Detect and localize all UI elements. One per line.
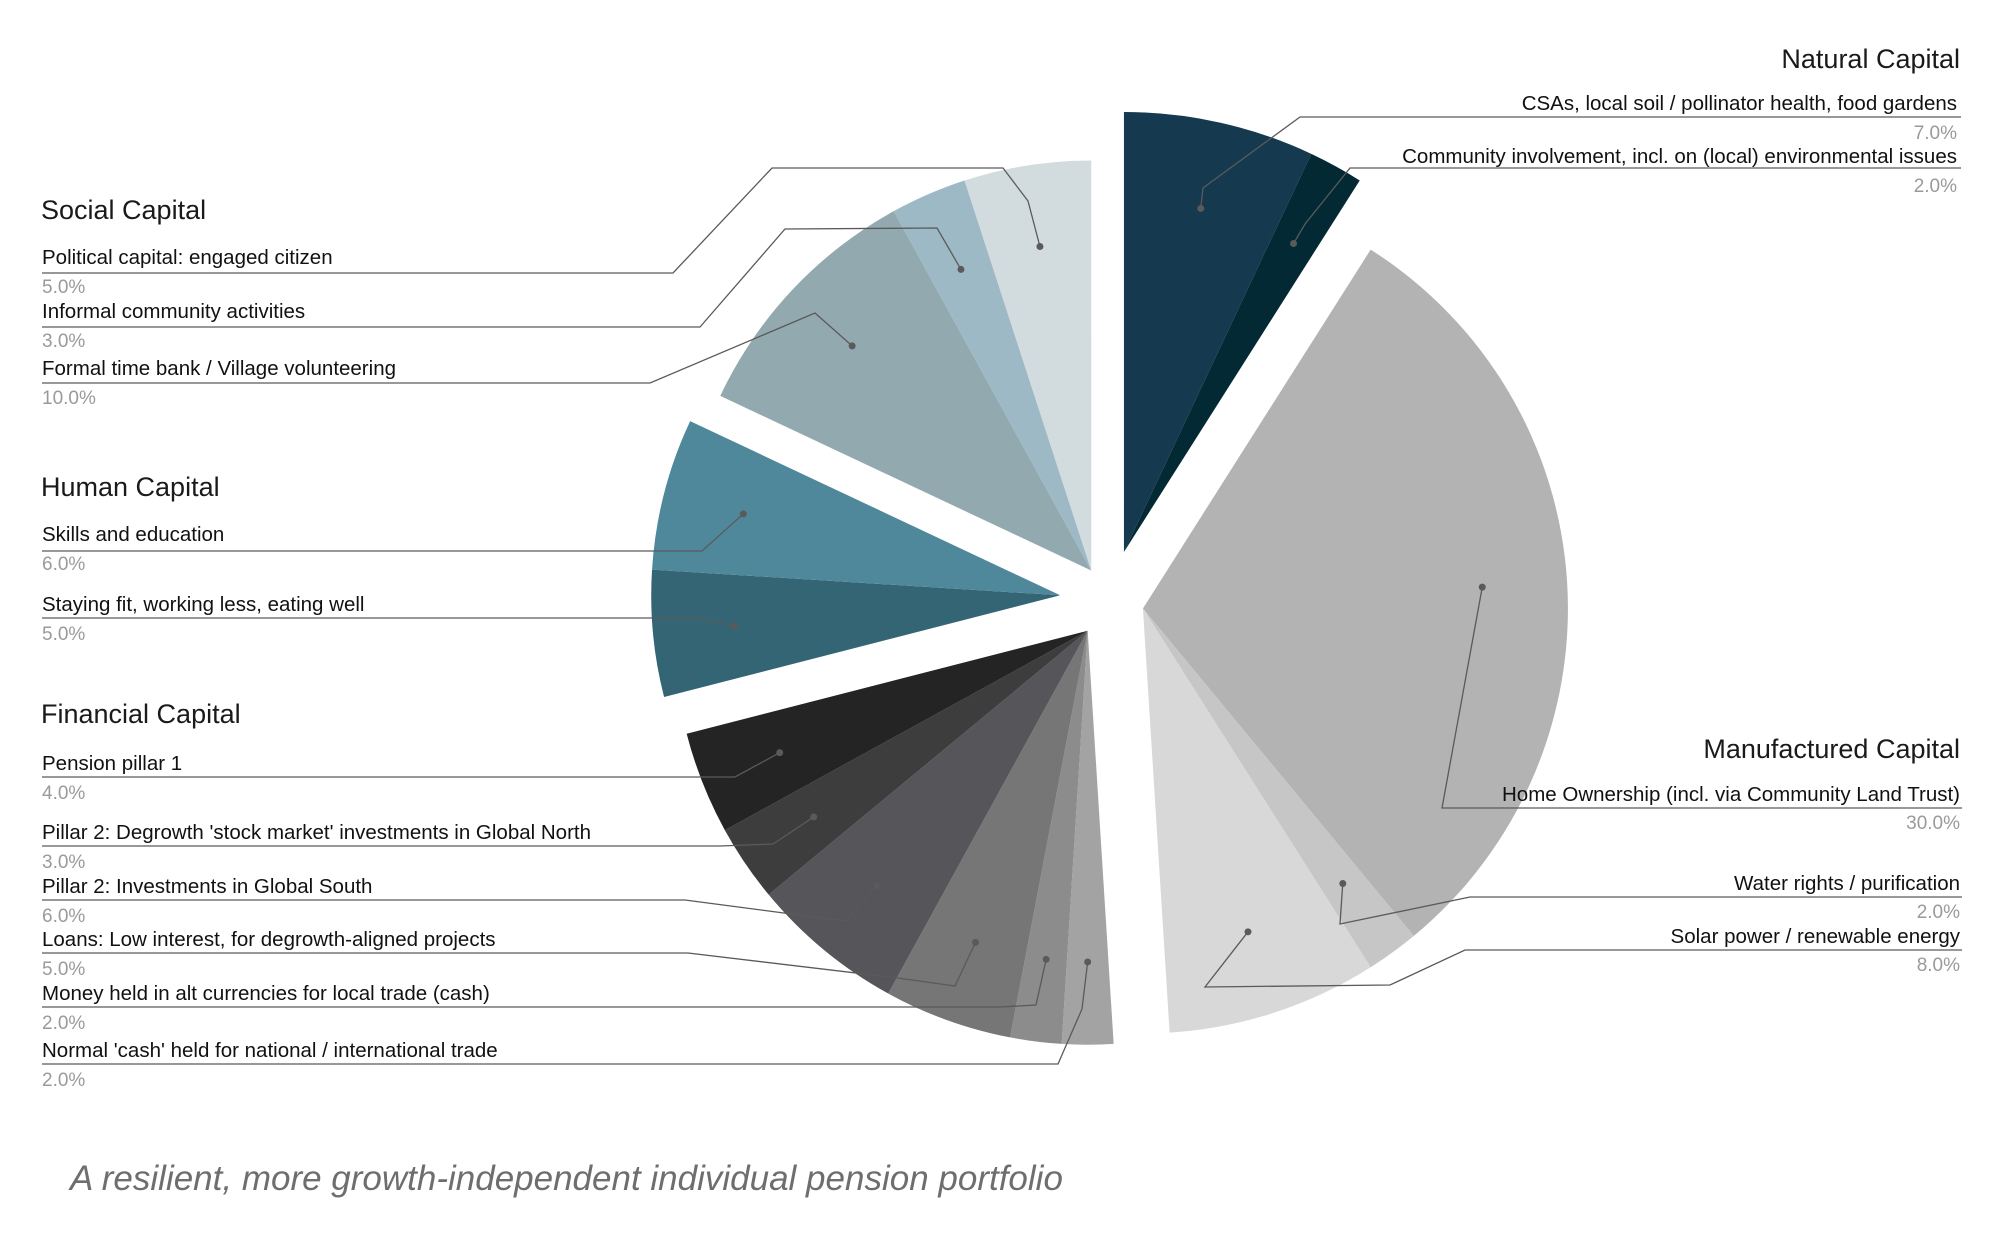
leader-line xyxy=(42,227,962,328)
slice-label-water-rights: Water rights / purification xyxy=(1734,872,1960,895)
pie-slice xyxy=(964,160,1092,571)
slice-label-solar-power: Solar power / renewable energy xyxy=(1671,925,1961,948)
leader-line xyxy=(1339,883,1962,925)
pie-slice xyxy=(768,630,1088,994)
group-title-financial-capital: Financial Capital xyxy=(41,699,241,729)
slice-label-pension-pillar-1: Pension pillar 1 xyxy=(42,752,182,775)
leader-dot xyxy=(739,510,747,518)
slice-value-solar-power: 8.0% xyxy=(1917,955,1960,976)
leader-line xyxy=(42,942,977,987)
slice-label-csas: CSAs, local soil / pollinator health, fo… xyxy=(1522,92,1957,115)
pie-slice xyxy=(1142,608,1414,968)
slice-label-pillar-2-global-south: Pillar 2: Investments in Global South xyxy=(42,875,372,898)
leader-line xyxy=(1200,116,1961,209)
group-title-manufactured-capital: Manufactured Capital xyxy=(1703,734,1960,764)
leader-line xyxy=(42,885,878,922)
pie-slice xyxy=(686,630,1088,831)
leader-line xyxy=(42,816,815,847)
slice-value-time-bank: 10.0% xyxy=(42,388,96,409)
leader-line xyxy=(1292,167,1961,244)
leader-dot xyxy=(971,938,979,946)
slice-label-normal-cash: Normal 'cash' held for national / intern… xyxy=(42,1039,498,1062)
pie-slice xyxy=(1123,153,1360,552)
leader-line xyxy=(42,752,781,778)
leader-dot xyxy=(1478,583,1486,591)
leader-dot xyxy=(957,265,965,273)
slice-value-csas: 7.0% xyxy=(1914,123,1957,144)
slice-label-pillar-2-global-north: Pillar 2: Degrowth 'stock market' invest… xyxy=(42,821,591,844)
pie-slice xyxy=(1061,630,1114,1045)
pie-slice xyxy=(1142,608,1371,1033)
slice-label-alt-currencies: Money held in alt currencies for local t… xyxy=(42,982,490,1005)
pie-slice xyxy=(1123,111,1312,552)
pie-slice xyxy=(1010,630,1088,1044)
group-title-natural-capital: Natural Capital xyxy=(1781,44,1960,74)
leader-line xyxy=(42,617,735,627)
slice-value-staying-fit: 5.0% xyxy=(42,624,85,645)
leader-line xyxy=(42,961,1089,1065)
slice-value-community-involvement: 2.0% xyxy=(1914,176,1957,197)
slice-value-home-ownership: 30.0% xyxy=(1906,813,1960,834)
slice-label-community-involvement: Community involvement, incl. on (local) … xyxy=(1402,145,1957,168)
leader-dot xyxy=(1339,880,1347,888)
chart-caption: A resilient, more growth-independent ind… xyxy=(68,1159,1063,1198)
leader-line xyxy=(42,513,744,552)
slice-label-loans: Loans: Low interest, for degrowth-aligne… xyxy=(42,928,496,951)
leader-dot xyxy=(730,622,738,630)
pie-slice xyxy=(724,630,1088,895)
leader-dot xyxy=(848,342,856,350)
leader-line xyxy=(1441,586,1962,809)
pie-slice xyxy=(651,569,1061,698)
slice-label-staying-fit: Staying fit, working less, eating well xyxy=(42,593,364,616)
leader-dot xyxy=(1197,204,1205,212)
leader-dot xyxy=(1290,240,1298,248)
pie-slices xyxy=(651,111,1568,1045)
leader-dot xyxy=(1042,955,1050,963)
pie-slice xyxy=(893,180,1092,571)
leader-dot xyxy=(1084,958,1092,966)
leader-dot xyxy=(873,882,881,890)
pie-slice xyxy=(1142,249,1568,936)
leader-dot xyxy=(810,813,818,821)
slice-label-skills-education: Skills and education xyxy=(42,523,224,546)
leader-lines xyxy=(42,116,1962,1065)
leader-dot xyxy=(776,749,784,757)
slice-value-loans: 5.0% xyxy=(42,959,85,980)
pie-slice xyxy=(888,630,1088,1038)
leader-line xyxy=(42,312,853,384)
group-title-human-capital: Human Capital xyxy=(41,472,220,502)
pie-slice xyxy=(720,211,1092,571)
leader-dot xyxy=(1244,928,1252,936)
slice-value-informal-community: 3.0% xyxy=(42,331,85,352)
slice-value-water-rights: 2.0% xyxy=(1917,902,1960,923)
slice-label-political-capital: Political capital: engaged citizen xyxy=(42,246,333,269)
slice-value-alt-currencies: 2.0% xyxy=(42,1013,85,1034)
slice-value-pillar-2-global-south: 6.0% xyxy=(42,906,85,927)
slice-label-home-ownership: Home Ownership (incl. via Community Land… xyxy=(1502,783,1960,806)
chart-labels: Natural Capital Manufactured Capital Fin… xyxy=(41,44,1961,1198)
slice-label-time-bank: Formal time bank / Village volunteering xyxy=(42,357,396,380)
leader-line xyxy=(42,959,1047,1008)
slice-value-pillar-2-global-north: 3.0% xyxy=(42,852,85,873)
slice-label-informal-community: Informal community activities xyxy=(42,300,305,323)
slice-value-pension-pillar-1: 4.0% xyxy=(42,783,85,804)
leader-line xyxy=(1203,931,1962,988)
group-title-social-capital: Social Capital xyxy=(41,195,206,225)
pie-slice xyxy=(652,421,1061,596)
slice-value-skills-education: 6.0% xyxy=(42,554,85,575)
slice-value-political-capital: 5.0% xyxy=(42,277,85,298)
leader-dot xyxy=(1036,242,1044,250)
slice-value-normal-cash: 2.0% xyxy=(42,1070,85,1091)
leader-line xyxy=(42,167,1041,274)
